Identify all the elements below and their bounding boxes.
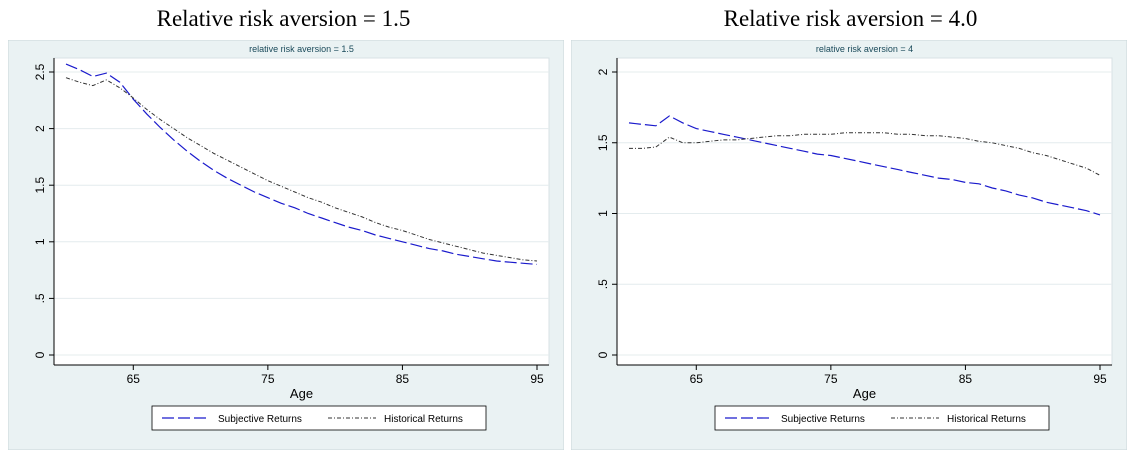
x-tick-label: 85 — [396, 372, 410, 386]
y-tick-label: .5 — [596, 279, 610, 289]
chart-title: relative risk aversion = 1.5 — [249, 44, 354, 54]
x-tick-label: 95 — [1093, 372, 1107, 386]
y-tick-label: .5 — [33, 293, 47, 303]
series-line-subjective — [65, 63, 538, 265]
y-tick-label: 2 — [33, 125, 47, 132]
series-line-subjective — [628, 115, 1101, 216]
x-tick-label: 85 — [959, 372, 973, 386]
legend-label-subjective: Subjective Returns — [781, 414, 865, 425]
x-axis-title: Age — [290, 386, 313, 401]
y-tick-label: 2 — [596, 68, 610, 75]
series-line-historical — [65, 77, 538, 262]
chart-panel-left: relative risk aversion = 1.5 0 .5 1 1.5 2 2.5 6… — [8, 40, 564, 450]
legend-label-historical: Historical Returns — [384, 414, 463, 425]
x-tick-label: 75 — [261, 372, 275, 386]
plot-area — [53, 57, 550, 366]
x-tick-label: 65 — [127, 372, 141, 386]
y-tick-label: 1 — [33, 238, 47, 245]
y-tick-label: 1.5 — [33, 177, 47, 194]
y-tick-label: 0 — [596, 351, 610, 358]
chart-title: relative risk aversion = 4 — [816, 44, 913, 54]
x-axis-title: Age — [853, 386, 876, 401]
series-line-historical — [629, 132, 1101, 176]
chart-panel-right: relative risk aversion = 4 0 .5 1 1.5 2 65 75 85… — [571, 40, 1127, 450]
legend-label-subjective: Subjective Returns — [218, 414, 302, 425]
figure-title-right: Relative risk aversion = 4.0 — [723, 6, 978, 31]
y-tick-label: 1.5 — [596, 134, 610, 151]
y-tick-label: 2.5 — [33, 63, 47, 80]
y-tick-label: 1 — [596, 210, 610, 217]
plot-area — [616, 57, 1113, 366]
figure-title-left: Relative risk aversion = 1.5 — [156, 6, 411, 31]
legend-box — [714, 405, 1050, 431]
legend-box — [151, 405, 487, 431]
y-tick-label: 0 — [33, 351, 47, 358]
legend-label-historical: Historical Returns — [947, 414, 1026, 425]
x-tick-label: 75 — [824, 372, 838, 386]
x-tick-label: 95 — [530, 372, 544, 386]
x-tick-label: 65 — [690, 372, 704, 386]
